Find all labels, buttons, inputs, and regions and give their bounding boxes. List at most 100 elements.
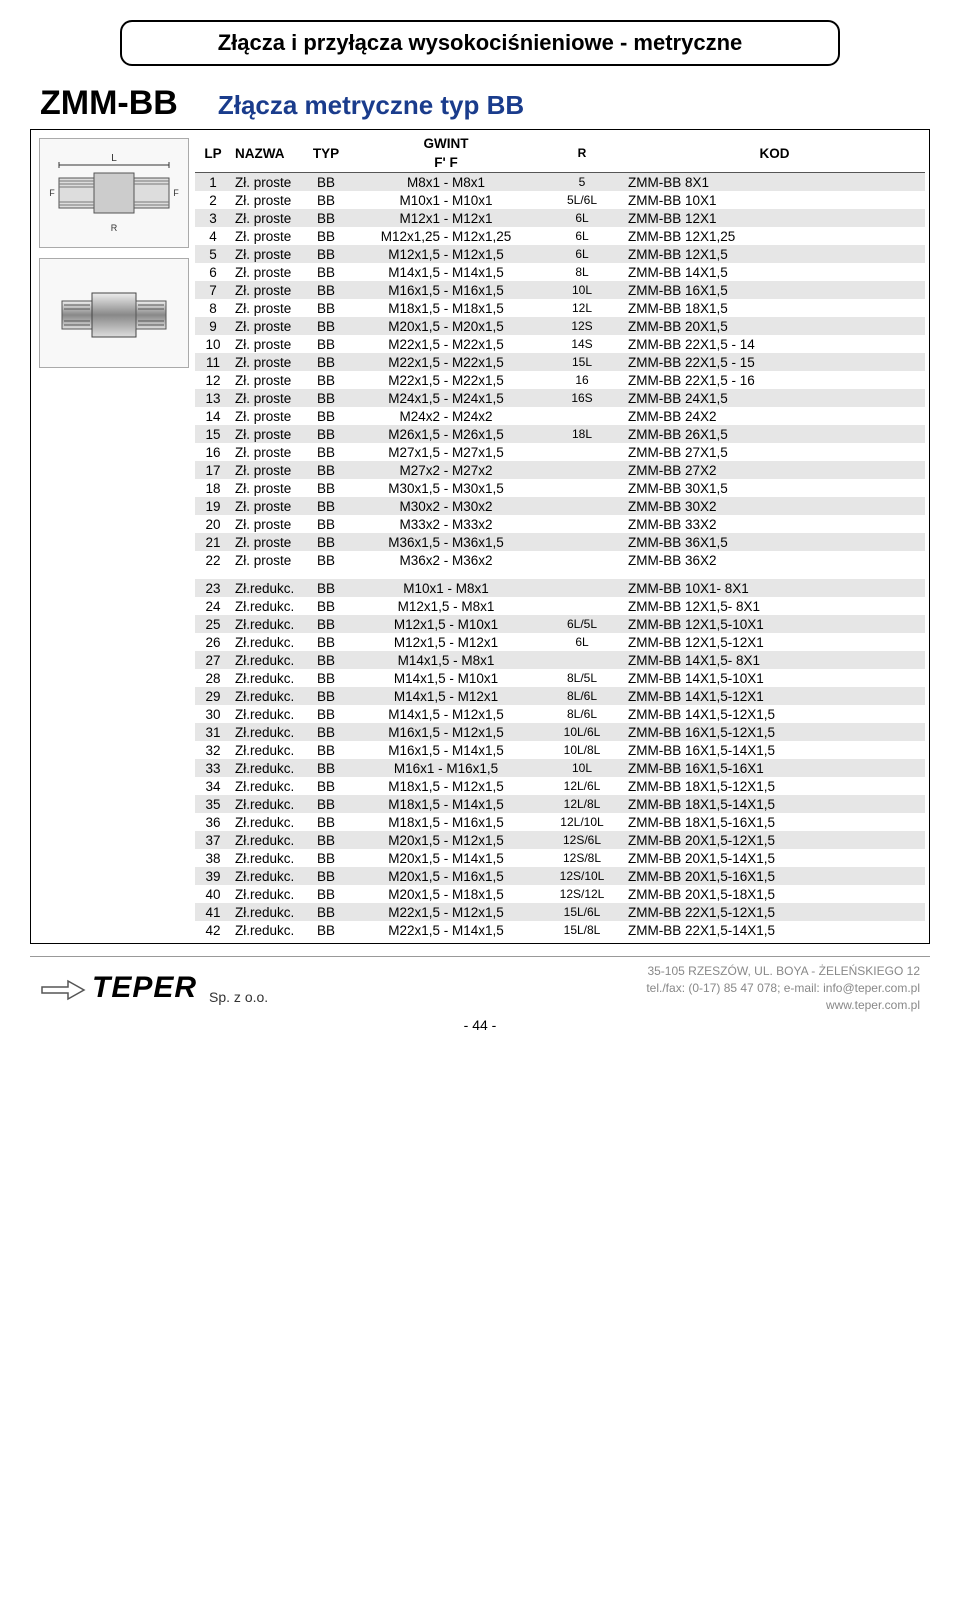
- cell: M27x1,5 - M27x1,5: [346, 443, 546, 461]
- cell: 22: [195, 551, 231, 569]
- cell: [546, 407, 618, 425]
- cell: ZMM-BB 8X1: [618, 173, 925, 192]
- th-gwint-sub: F' F: [346, 153, 546, 173]
- cell: 6: [195, 263, 231, 281]
- cell: Zł. proste: [231, 443, 306, 461]
- table-row: 21Zł. prosteBBM36x1,5 - M36x1,5ZMM-BB 36…: [195, 533, 925, 551]
- cell: ZMM-BB 16X1,5: [618, 281, 925, 299]
- cell: ZMM-BB 14X1,5-10X1: [618, 669, 925, 687]
- th-typ: TYP: [306, 134, 346, 173]
- cell: [546, 479, 618, 497]
- table-row: 14Zł. prosteBBM24x2 - M24x2ZMM-BB 24X2: [195, 407, 925, 425]
- cell: 12S: [546, 317, 618, 335]
- cell: BB: [306, 831, 346, 849]
- table-row: 10Zł. prosteBBM22x1,5 - M22x1,514SZMM-BB…: [195, 335, 925, 353]
- cell: 15L: [546, 353, 618, 371]
- cell: M14x1,5 - M12x1,5: [346, 705, 546, 723]
- cell: M12x1,5 - M12x1: [346, 633, 546, 651]
- th-r: R: [546, 134, 618, 173]
- table-row: 30Zł.redukc.BBM14x1,5 - M12x1,58L/6LZMM-…: [195, 705, 925, 723]
- cell: 12S/8L: [546, 849, 618, 867]
- table-row: 11Zł. prosteBBM22x1,5 - M22x1,515LZMM-BB…: [195, 353, 925, 371]
- cell: 10L/8L: [546, 741, 618, 759]
- cell: M12x1,5 - M10x1: [346, 615, 546, 633]
- addr-line1: 35-105 RZESZÓW, UL. BOYA - ŻELEŃSKIEGO 1…: [646, 963, 920, 980]
- cell: ZMM-BB 10X1- 8X1: [618, 579, 925, 597]
- cell: BB: [306, 371, 346, 389]
- logo-text: TEPER: [92, 971, 197, 1005]
- table-row: 16Zł. prosteBBM27x1,5 - M27x1,5ZMM-BB 27…: [195, 443, 925, 461]
- cell: ZMM-BB 26X1,5: [618, 425, 925, 443]
- cell: 4: [195, 227, 231, 245]
- cell: ZMM-BB 22X1,5 - 14: [618, 335, 925, 353]
- section-header: ZMM-BB Złącza metryczne typ BB: [30, 84, 930, 123]
- image-column: L F F R: [35, 134, 195, 939]
- cell: ZMM-BB 18X1,5: [618, 299, 925, 317]
- cell: BB: [306, 353, 346, 371]
- cell: Zł. proste: [231, 389, 306, 407]
- table-row: 27Zł.redukc.BBM14x1,5 - M8x1ZMM-BB 14X1,…: [195, 651, 925, 669]
- cell: ZMM-BB 22X1,5 - 16: [618, 371, 925, 389]
- cell: ZMM-BB 24X1,5: [618, 389, 925, 407]
- cell: Zł.redukc.: [231, 705, 306, 723]
- cell: ZMM-BB 27X1,5: [618, 443, 925, 461]
- cell: Zł. proste: [231, 245, 306, 263]
- cell: BB: [306, 723, 346, 741]
- cell: M22x1,5 - M14x1,5: [346, 921, 546, 939]
- cell: Zł.redukc.: [231, 813, 306, 831]
- cell: M20x1,5 - M14x1,5: [346, 849, 546, 867]
- cell: ZMM-BB 20X1,5-16X1,5: [618, 867, 925, 885]
- cell: 27: [195, 651, 231, 669]
- table-row: 31Zł.redukc.BBM16x1,5 - M12x1,510L/6LZMM…: [195, 723, 925, 741]
- cell: 39: [195, 867, 231, 885]
- cell: 12S/12L: [546, 885, 618, 903]
- cell: 36: [195, 813, 231, 831]
- footer-logo: TEPER Sp. z o.o.: [40, 971, 268, 1005]
- cell: 28: [195, 669, 231, 687]
- cell: Zł.redukc.: [231, 651, 306, 669]
- table-row: 2Zł. prosteBBM10x1 - M10x15L/6LZMM-BB 10…: [195, 191, 925, 209]
- cell: M22x1,5 - M22x1,5: [346, 335, 546, 353]
- cell: 3: [195, 209, 231, 227]
- cell: Zł. proste: [231, 317, 306, 335]
- cell: Zł. proste: [231, 209, 306, 227]
- cell: BB: [306, 227, 346, 245]
- cell: ZMM-BB 36X2: [618, 551, 925, 569]
- cell: [546, 515, 618, 533]
- logo-suffix: Sp. z o.o.: [209, 989, 268, 1005]
- cell: M36x1,5 - M36x1,5: [346, 533, 546, 551]
- cell: M18x1,5 - M16x1,5: [346, 813, 546, 831]
- table-row: 25Zł.redukc.BBM12x1,5 - M10x16L/5LZMM-BB…: [195, 615, 925, 633]
- cell: M16x1,5 - M12x1,5: [346, 723, 546, 741]
- cell: 38: [195, 849, 231, 867]
- cell: 8L/6L: [546, 687, 618, 705]
- table-row: 22Zł. prosteBBM36x2 - M36x2ZMM-BB 36X2: [195, 551, 925, 569]
- table-row: 32Zł.redukc.BBM16x1,5 - M14x1,510L/8LZMM…: [195, 741, 925, 759]
- cell: M14x1,5 - M10x1: [346, 669, 546, 687]
- cell: M12x1,25 - M12x1,25: [346, 227, 546, 245]
- cell: 35: [195, 795, 231, 813]
- cell: M16x1 - M16x1,5: [346, 759, 546, 777]
- cell: 34: [195, 777, 231, 795]
- cell: 6L/5L: [546, 615, 618, 633]
- cell: 10L/6L: [546, 723, 618, 741]
- section-code: ZMM-BB: [40, 84, 178, 123]
- cell: ZMM-BB 10X1: [618, 191, 925, 209]
- cell: 18: [195, 479, 231, 497]
- cell: Zł. proste: [231, 515, 306, 533]
- cell: ZMM-BB 14X1,5: [618, 263, 925, 281]
- cell: ZMM-BB 33X2: [618, 515, 925, 533]
- cell: ZMM-BB 12X1,25: [618, 227, 925, 245]
- cell: 15L/8L: [546, 921, 618, 939]
- table-row: 19Zł. prosteBBM30x2 - M30x2ZMM-BB 30X2: [195, 497, 925, 515]
- cell: 29: [195, 687, 231, 705]
- section-subtitle: Złącza metryczne typ BB: [218, 90, 524, 121]
- cell: [546, 597, 618, 615]
- th-kod: KOD: [618, 134, 925, 173]
- table-row: 41Zł.redukc.BBM22x1,5 - M12x1,515L/6LZMM…: [195, 903, 925, 921]
- cell: BB: [306, 651, 346, 669]
- cell: M8x1 - M8x1: [346, 173, 546, 192]
- cell: M26x1,5 - M26x1,5: [346, 425, 546, 443]
- cell: 2: [195, 191, 231, 209]
- cell: M14x1,5 - M8x1: [346, 651, 546, 669]
